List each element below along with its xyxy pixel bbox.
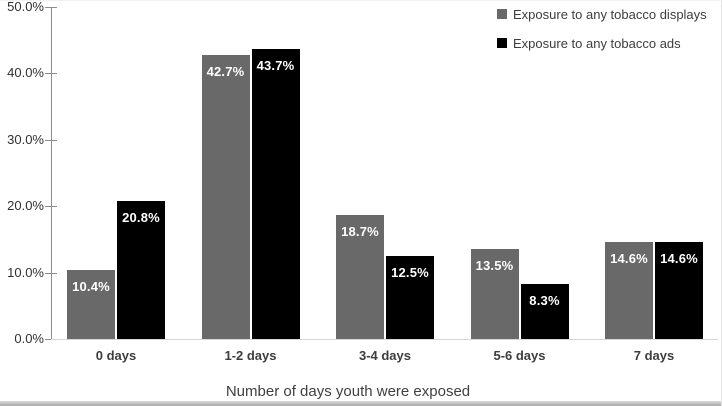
y-axis-tick [45,7,57,8]
bar-series2-0-days: 20.8% [117,200,165,339]
y-tick-label: 0.0% [14,331,44,346]
x-tick-label: 5-6 days [493,348,546,363]
bar-value-label: 12.5% [391,265,429,280]
x-tick-label: 1-2 days [224,348,277,363]
y-tick-label: 50.0% [7,0,44,14]
legend-item: Exposure to any tobacco displays [497,4,707,24]
y-tick-label: 10.0% [7,264,44,280]
y-axis-tick [45,139,57,141]
bar-value-label: 20.8% [122,209,160,225]
y-axis-tick [45,272,57,274]
y-tick-label: 30.0% [7,131,44,147]
y-axis-tick [45,73,57,75]
legend-swatch-icon [497,9,507,19]
y-axis-tick [45,206,57,208]
x-axis-title: Number of days youth were exposed [225,383,471,400]
bar-value-label: 10.4% [72,278,110,294]
legend-label: Exposure to any tobacco displays [513,6,707,22]
bar-series1-3-4-days: 18.7% [336,214,384,339]
legend-swatch-icon [497,38,507,48]
bar-series1-7-days: 14.6% [605,242,653,339]
bar-series1-0-days: 10.4% [67,269,115,339]
image-bottom-edge [0,401,721,406]
x-tick-label: 3-4 days [358,348,412,363]
bar-value-label: 14.6% [660,251,698,267]
y-axis-line [51,7,52,340]
bar-value-label: 8.3% [529,292,560,308]
bar-value-label: 18.7% [341,223,379,239]
bar-series2-7-days: 14.6% [655,242,703,339]
x-tick-label: 7 days [633,348,675,363]
legend-item: Exposure to any tobacco ads [497,33,707,53]
legend-label: Exposure to any tobacco ads [513,35,681,51]
x-axis-line [51,339,718,340]
bar-series2-3-4-days: 12.5% [386,256,434,339]
plot-area: 10.4% 20.8% 42.7% 43.7% 18.7% 12.5% 13.5% 8.3% 1… [51,7,718,339]
legend: Exposure to any tobacco displays Exposure… [497,4,707,62]
bar-value-label: 43.7% [256,57,295,73]
bar-series2-1-2-days: 43.7% [251,48,300,339]
bar-value-label: 14.6% [610,251,648,267]
bar-series1-1-2-days: 42.7% [201,55,250,339]
bar-value-label: 13.5% [475,258,514,274]
x-tick-label: 0 days [95,348,137,363]
y-tick-label: 40.0% [7,65,44,81]
bar-series1-5-6-days: 13.5% [470,249,519,339]
bar-value-label: 42.7% [206,64,245,80]
bar-series2-5-6-days: 8.3% [520,283,569,339]
y-tick-label: 20.0% [7,198,44,214]
